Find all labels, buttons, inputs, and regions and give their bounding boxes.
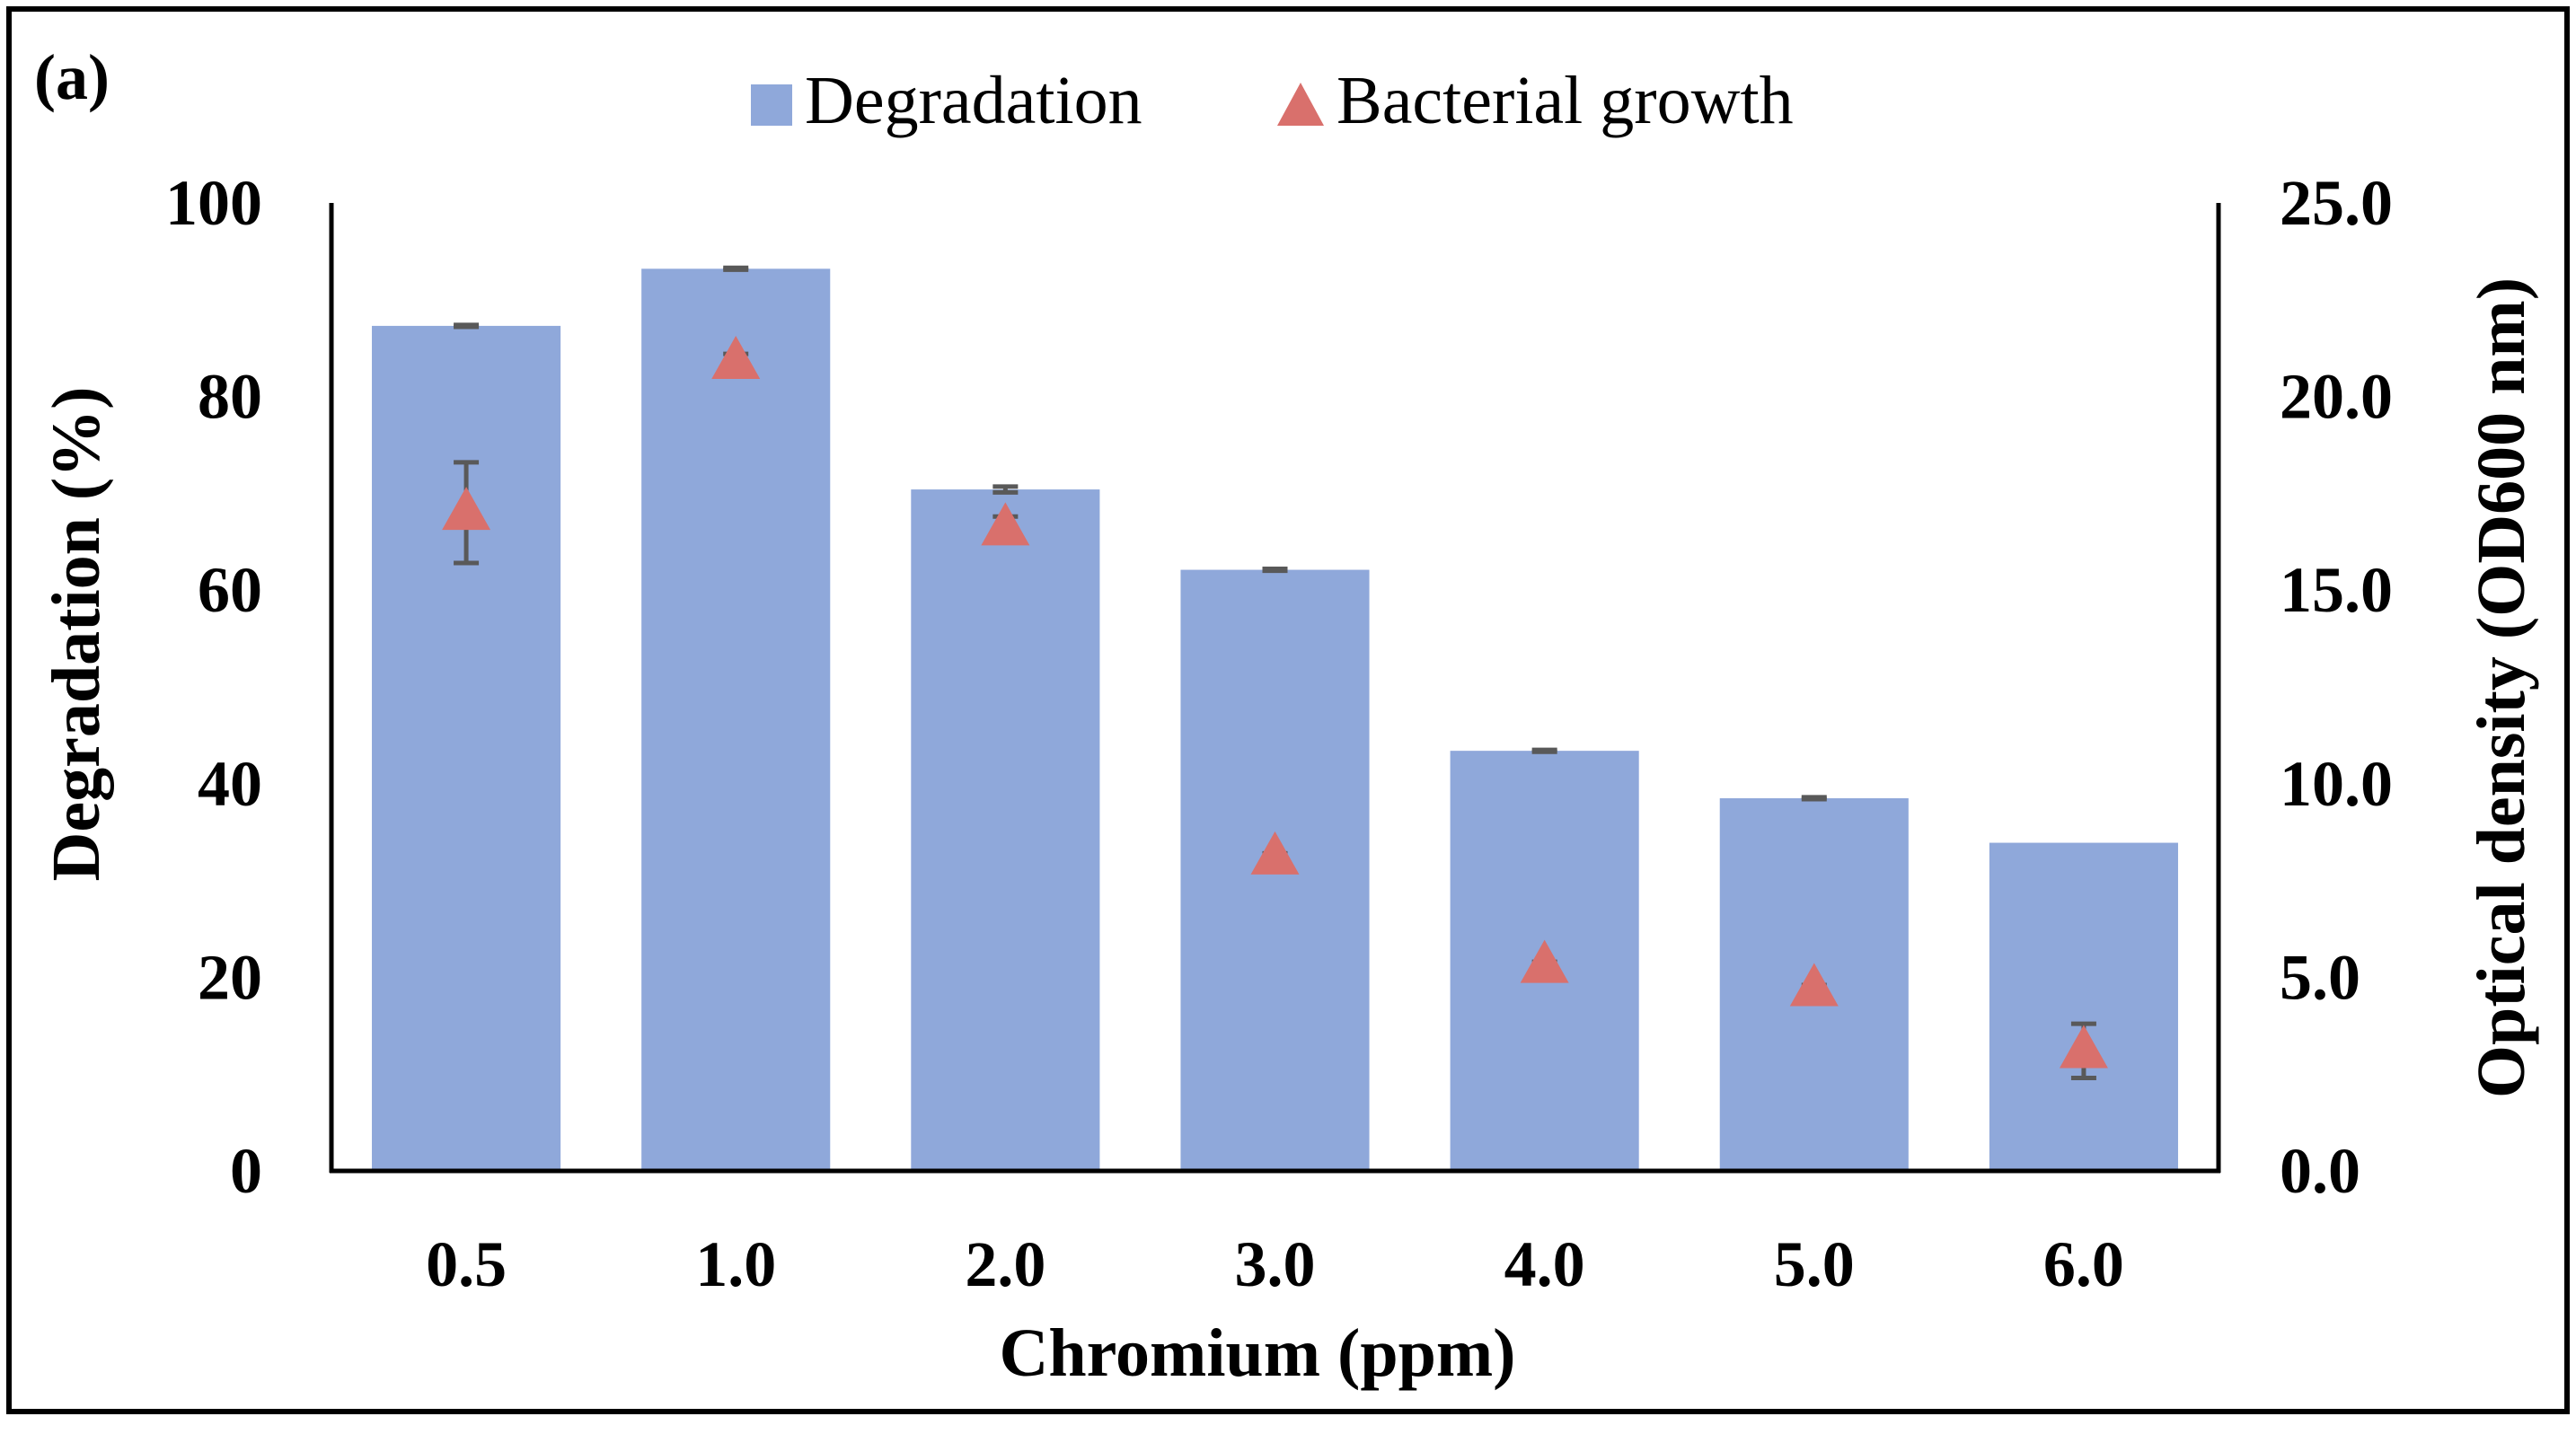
right-tick-label: 20.0: [2280, 361, 2393, 433]
x-tick-label: 0.5: [426, 1228, 507, 1300]
left-tick-label: 80: [198, 361, 262, 433]
x-tick-label: 6.0: [2043, 1228, 2124, 1300]
x-tick-label: 3.0: [1235, 1228, 1316, 1300]
growth-marker-2.0: [981, 502, 1030, 546]
x-tick-label: 1.0: [695, 1228, 776, 1300]
bar-error-4.0: [1531, 747, 1557, 754]
growth-marker-4.0: [1520, 939, 1569, 983]
bar-degradation-1.0: [641, 268, 831, 1172]
legend: Degradation Bacterial growth: [751, 63, 1794, 138]
right-axis-label: Optical density (OD600 nm): [2464, 277, 2539, 1098]
left-axis-tick-labels: 0 20 40 60 80 100: [165, 167, 262, 1207]
bar-error-5.0: [1801, 795, 1827, 802]
x-tick-label: 5.0: [1774, 1228, 1855, 1300]
bars-layer: [372, 268, 2178, 1172]
right-tick-label: 15.0: [2280, 554, 2393, 626]
left-tick-label: 20: [198, 941, 262, 1013]
growth-markers-layer: [442, 335, 2108, 1069]
x-axis-tick-labels: 0.5 1.0 2.0 3.0 4.0 5.0 6.0: [426, 1228, 2124, 1300]
x-axis-label: Chromium (ppm): [1000, 1315, 1516, 1391]
bar-degradation-6.0: [1989, 842, 2178, 1171]
growth-marker-1.0: [711, 335, 761, 379]
bar-error-1.0: [723, 265, 749, 272]
growth-marker-3.0: [1250, 831, 1300, 875]
bar-error-2.0: [992, 484, 1019, 495]
growth-marker-5.0: [1789, 963, 1839, 1007]
left-tick-label: 0: [230, 1135, 262, 1207]
legend-marker-bacterial-growth: [1277, 83, 1324, 126]
left-tick-label: 100: [165, 167, 262, 239]
bar-error-0.5: [454, 322, 480, 330]
right-tick-label: 10.0: [2280, 748, 2393, 820]
left-tick-label: 40: [198, 748, 262, 820]
growth-marker-0.5: [442, 487, 491, 531]
left-axis-label: Degradation (%): [39, 387, 114, 882]
bar-error-bars-layer: [454, 265, 1827, 802]
x-tick-label: 4.0: [1504, 1228, 1585, 1300]
right-tick-label: 5.0: [2280, 941, 2360, 1013]
right-axis-tick-labels: 0.0 5.0 10.0 15.0 20.0 25.0: [2280, 167, 2393, 1207]
left-tick-label: 60: [198, 554, 262, 626]
growth-marker-6.0: [2059, 1025, 2108, 1069]
legend-swatch-degradation: [751, 84, 792, 126]
right-tick-label: 25.0: [2280, 167, 2393, 239]
right-tick-label: 0.0: [2280, 1135, 2360, 1207]
bar-degradation-0.5: [372, 325, 561, 1171]
bar-error-3.0: [1262, 566, 1288, 574]
legend-label-bacterial-growth: Bacterial growth: [1337, 63, 1794, 138]
bar-degradation-2.0: [911, 489, 1100, 1171]
legend-label-degradation: Degradation: [805, 63, 1142, 138]
panel-label: (a): [34, 41, 110, 113]
x-tick-label: 2.0: [965, 1228, 1045, 1300]
